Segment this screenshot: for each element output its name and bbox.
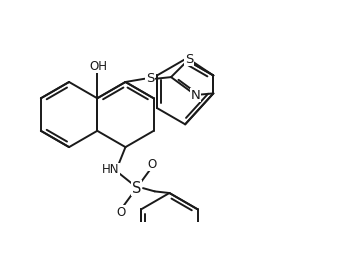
Text: S: S [132,181,141,196]
Text: O: O [116,206,125,219]
Text: HN: HN [102,163,119,177]
Text: S: S [185,53,193,66]
Text: OH: OH [89,59,107,73]
Text: N: N [191,88,200,101]
Text: O: O [148,158,157,170]
Text: S: S [146,72,154,85]
